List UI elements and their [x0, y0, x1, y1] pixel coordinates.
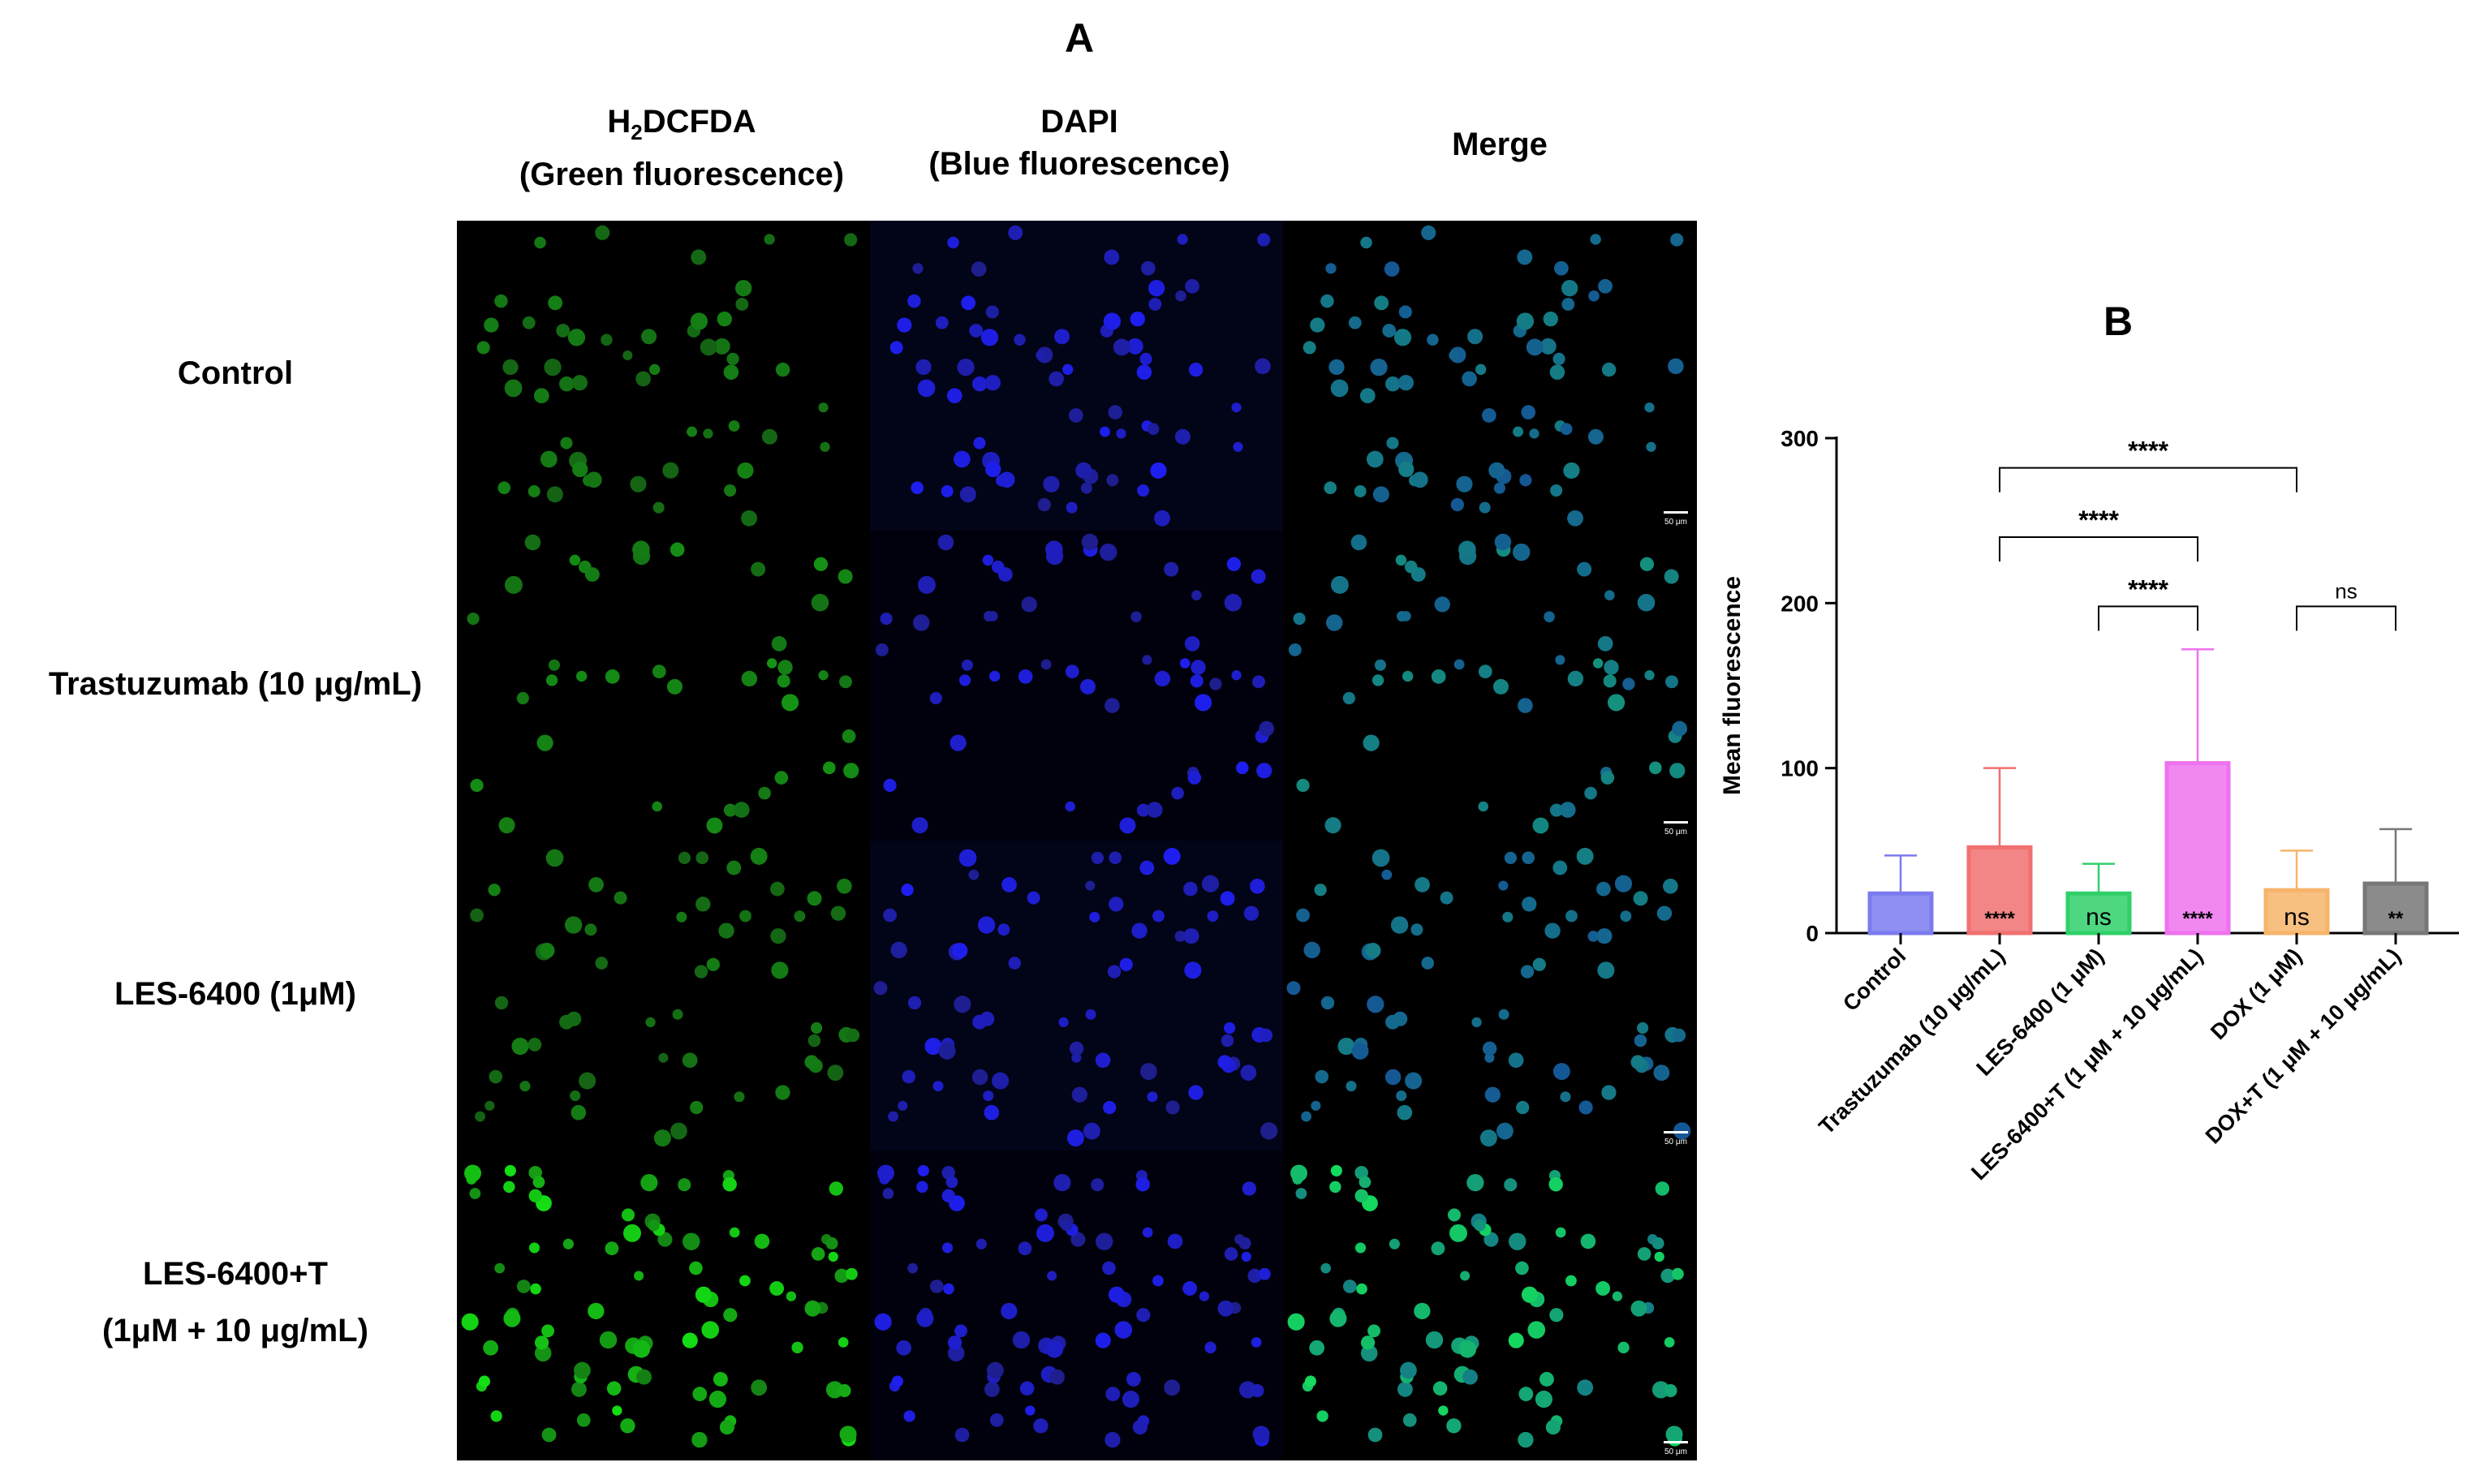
microscopy-cell-r1-c1: [457, 221, 870, 531]
row-label-trastuzumab: Trastuzumab (10 μg/mL): [48, 666, 423, 702]
scale-bar: 50 μm: [1664, 511, 1688, 527]
scale-bar-label: 50 μm: [1664, 828, 1687, 837]
bar-significance-label: ns: [2284, 904, 2310, 931]
x-tick-label: DOX+T (1 μM + 10 μg/mL): [2201, 944, 2406, 1149]
y-tick-label: 100: [1781, 756, 1819, 781]
bar-1: [1867, 891, 1934, 936]
scale-bar: 50 μm: [1664, 1131, 1688, 1146]
microscopy-cell-r1-c2: [870, 221, 1283, 531]
y-axis-label: Mean fluorescence: [1719, 576, 1746, 795]
significance-bracket: ****: [2098, 574, 2198, 631]
column-header-h2dcfda: H2DCFDA (Green fluorescence): [519, 104, 845, 192]
row-label-les6400-t: LES-6400+T (1μM + 10 μg/mL): [102, 1256, 368, 1349]
microscopy-cell-r2-c3: 50 μm: [1283, 531, 1696, 841]
row-label-control: Control: [177, 355, 294, 391]
microscopy-cell-r2-c2: [870, 531, 1283, 841]
microscopy-image-canvas: 50 μm 50 μm 50 μm 50 μm: [457, 221, 1696, 1460]
microscopy-cell-r4-c1: [457, 1151, 870, 1460]
x-tick-label: DOX (1 μM): [2206, 944, 2306, 1044]
microscopy-cell-r3-c2: [870, 841, 1283, 1151]
bar-4: [2164, 761, 2231, 936]
microscopy-cell-r4-c2: [870, 1151, 1283, 1460]
microscopy-grid: 50 μm 50 μm 50 μm 50 μm: [457, 221, 1697, 1460]
bar-5: [2263, 888, 2330, 936]
significance-bracket: ****: [1999, 505, 2198, 561]
y-tick-label: 300: [1781, 426, 1819, 451]
panel-b-letter: B: [2104, 299, 2133, 344]
bar-chart: B Mean fluorescence 0100200300Control***…: [1719, 299, 2459, 1185]
bar-3: [2065, 891, 2132, 936]
scale-bar-label: 50 μm: [1664, 1138, 1687, 1146]
scale-bar: 50 μm: [1664, 1441, 1688, 1456]
bar-significance-label: **: [2388, 908, 2404, 930]
column-header-dapi: DAPI (Blue fluorescence): [928, 104, 1230, 182]
microscopy-cell-r3-c1: [457, 841, 870, 1151]
microscopy-cell-r1-c3: 50 μm: [1283, 221, 1696, 531]
y-tick-label: 0: [1806, 921, 1819, 946]
scale-bar-label: 50 μm: [1664, 518, 1687, 527]
scale-bar: 50 μm: [1664, 821, 1688, 837]
bar-2: [1966, 845, 2033, 936]
bar-significance-label: ****: [1984, 908, 2015, 930]
significance-bracket: ****: [1999, 437, 2297, 493]
significance-label: ****: [2078, 505, 2119, 535]
scale-bar-label: 50 μm: [1664, 1447, 1687, 1456]
bar-significance-label: ns: [2086, 904, 2112, 931]
microscopy-cell-r2-c1: [457, 531, 870, 841]
column-header-merge: Merge: [1452, 127, 1548, 162]
significance-label: ****: [2128, 437, 2168, 466]
microscopy-cell-r3-c3: 50 μm: [1283, 841, 1696, 1151]
bar-significance-label: ****: [2182, 908, 2213, 930]
y-tick-label: 200: [1781, 591, 1819, 616]
x-tick-label: Trastuzumab (10 μg/mL): [1814, 944, 2009, 1139]
x-tick-label: Control: [1838, 944, 1910, 1016]
significance-bracket: ns: [2296, 579, 2396, 631]
significance-label: ****: [2128, 574, 2168, 604]
row-label-les6400: LES-6400 (1μM): [114, 976, 356, 1012]
panel-a-letter: A: [1065, 15, 1095, 61]
significance-label: ns: [2335, 579, 2357, 603]
microscopy-cell-r4-c3: 50 μm: [1283, 1151, 1696, 1460]
